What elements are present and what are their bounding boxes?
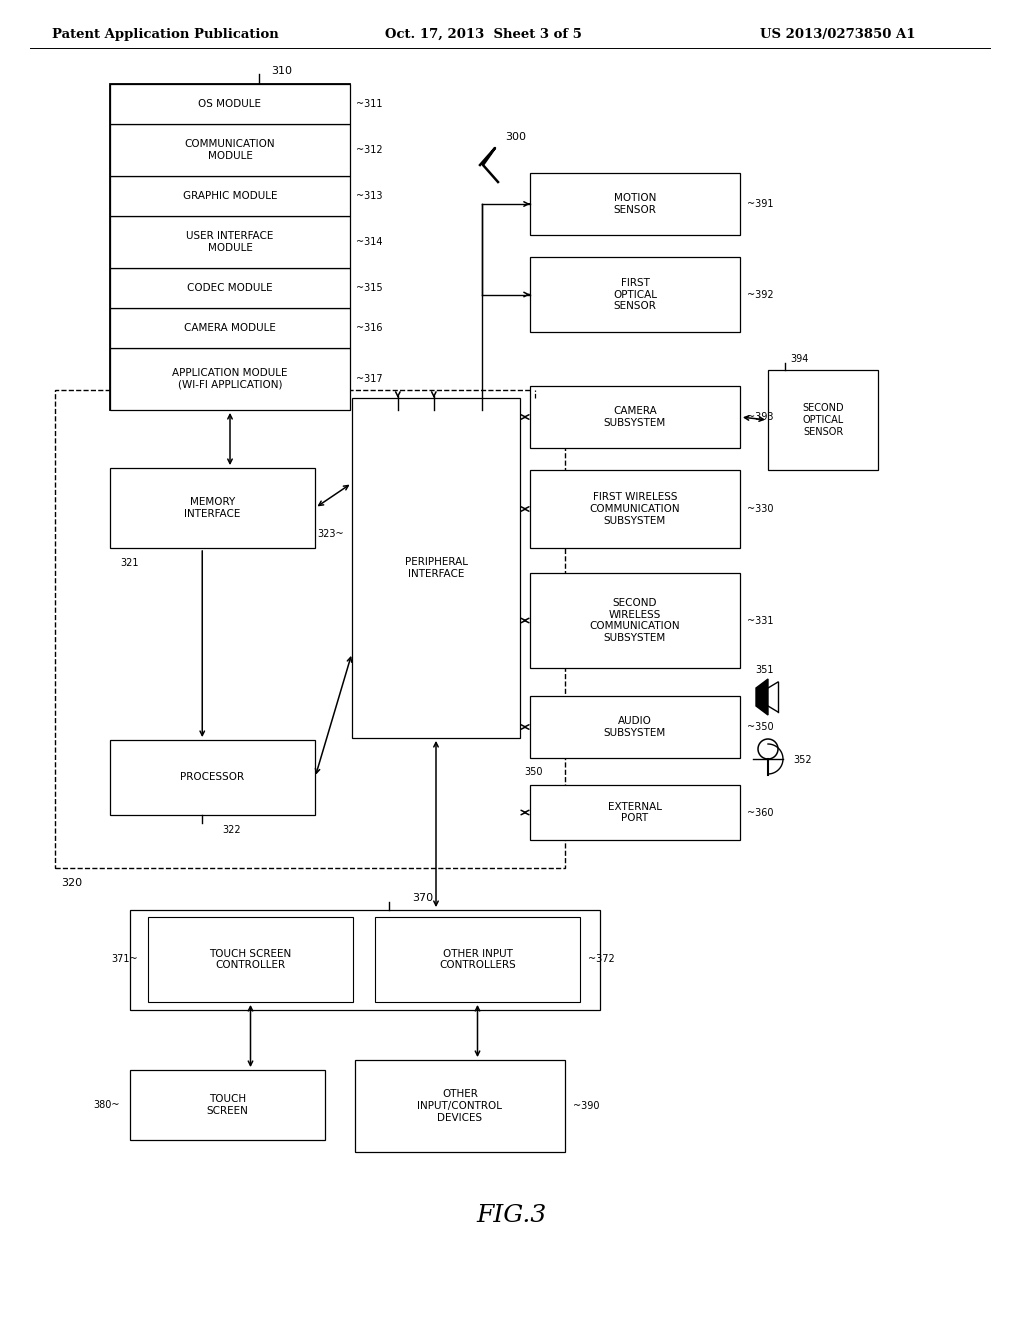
Text: 321: 321 (120, 558, 138, 568)
Text: 394: 394 (790, 354, 808, 364)
Text: OS MODULE: OS MODULE (199, 99, 261, 110)
Text: 351: 351 (756, 665, 774, 675)
Text: EXTERNAL
PORT: EXTERNAL PORT (608, 801, 662, 824)
Text: OTHER
INPUT/CONTROL
DEVICES: OTHER INPUT/CONTROL DEVICES (418, 1089, 503, 1122)
Text: CAMERA
SUBSYSTEM: CAMERA SUBSYSTEM (604, 407, 667, 428)
Text: 323~: 323~ (317, 529, 344, 539)
Text: ~331: ~331 (746, 615, 773, 626)
Text: 320: 320 (61, 878, 82, 888)
Text: FIRST WIRELESS
COMMUNICATION
SUBSYSTEM: FIRST WIRELESS COMMUNICATION SUBSYSTEM (590, 492, 680, 525)
Text: AUDIO
SUBSYSTEM: AUDIO SUBSYSTEM (604, 717, 667, 738)
Polygon shape (756, 678, 768, 715)
Text: FIRST
OPTICAL
SENSOR: FIRST OPTICAL SENSOR (613, 279, 657, 312)
Text: TOUCH
SCREEN: TOUCH SCREEN (207, 1094, 249, 1115)
Text: MEMORY
INTERFACE: MEMORY INTERFACE (184, 498, 241, 519)
FancyBboxPatch shape (530, 385, 740, 447)
Text: CODEC MODULE: CODEC MODULE (187, 282, 272, 293)
FancyBboxPatch shape (768, 370, 878, 470)
Text: ~314: ~314 (356, 238, 383, 247)
Text: PERIPHERAL
INTERFACE: PERIPHERAL INTERFACE (404, 557, 468, 578)
Text: 380~: 380~ (93, 1100, 120, 1110)
Text: ~372: ~372 (588, 954, 614, 965)
Text: 371~: 371~ (112, 954, 138, 965)
FancyBboxPatch shape (110, 348, 350, 411)
Text: CAMERA MODULE: CAMERA MODULE (184, 323, 275, 333)
FancyBboxPatch shape (130, 1071, 325, 1140)
Text: ~312: ~312 (356, 145, 383, 154)
FancyBboxPatch shape (530, 696, 740, 758)
Text: Oct. 17, 2013  Sheet 3 of 5: Oct. 17, 2013 Sheet 3 of 5 (385, 28, 582, 41)
Text: 310: 310 (270, 66, 292, 77)
Text: ~313: ~313 (356, 191, 383, 201)
FancyBboxPatch shape (530, 785, 740, 840)
Text: OTHER INPUT
CONTROLLERS: OTHER INPUT CONTROLLERS (439, 949, 516, 970)
FancyBboxPatch shape (110, 176, 350, 216)
FancyBboxPatch shape (530, 573, 740, 668)
FancyBboxPatch shape (530, 173, 740, 235)
Text: ~392: ~392 (746, 289, 773, 300)
Text: SECOND
WIRELESS
COMMUNICATION
SUBSYSTEM: SECOND WIRELESS COMMUNICATION SUBSYSTEM (590, 598, 680, 643)
Text: ~311: ~311 (356, 99, 383, 110)
FancyBboxPatch shape (375, 917, 580, 1002)
Text: APPLICATION MODULE
(WI-FI APPLICATION): APPLICATION MODULE (WI-FI APPLICATION) (172, 368, 288, 389)
Text: USER INTERFACE
MODULE: USER INTERFACE MODULE (186, 231, 273, 253)
Text: ~393: ~393 (746, 412, 773, 422)
Text: ~350: ~350 (746, 722, 773, 733)
Text: 322: 322 (223, 825, 242, 836)
FancyBboxPatch shape (148, 917, 353, 1002)
FancyBboxPatch shape (530, 257, 740, 333)
FancyBboxPatch shape (110, 741, 315, 814)
FancyBboxPatch shape (110, 124, 350, 176)
FancyBboxPatch shape (355, 1060, 565, 1152)
Text: Patent Application Publication: Patent Application Publication (52, 28, 279, 41)
Text: 300: 300 (505, 132, 526, 143)
Text: PROCESSOR: PROCESSOR (180, 772, 245, 783)
FancyBboxPatch shape (110, 469, 315, 548)
Text: ~330: ~330 (746, 504, 773, 513)
FancyBboxPatch shape (352, 399, 520, 738)
Text: 370: 370 (412, 894, 433, 903)
Text: US 2013/0273850 A1: US 2013/0273850 A1 (760, 28, 915, 41)
Text: ~316: ~316 (356, 323, 383, 333)
Text: GRAPHIC MODULE: GRAPHIC MODULE (182, 191, 278, 201)
Text: ~315: ~315 (356, 282, 383, 293)
Text: ~391: ~391 (746, 199, 773, 209)
FancyBboxPatch shape (130, 909, 600, 1010)
FancyBboxPatch shape (110, 216, 350, 268)
Text: COMMUNICATION
MODULE: COMMUNICATION MODULE (184, 139, 275, 161)
FancyBboxPatch shape (110, 84, 350, 411)
FancyBboxPatch shape (110, 308, 350, 348)
Text: MOTION
SENSOR: MOTION SENSOR (613, 193, 656, 215)
Text: FIG.3: FIG.3 (477, 1204, 547, 1226)
FancyBboxPatch shape (110, 268, 350, 308)
Text: 352: 352 (793, 755, 812, 766)
Text: TOUCH SCREEN
CONTROLLER: TOUCH SCREEN CONTROLLER (209, 949, 292, 970)
Text: 350: 350 (524, 767, 543, 777)
Text: ~360: ~360 (746, 808, 773, 817)
FancyBboxPatch shape (110, 84, 350, 124)
Text: SECOND
OPTICAL
SENSOR: SECOND OPTICAL SENSOR (802, 404, 844, 437)
Text: ~390: ~390 (573, 1101, 599, 1111)
Text: ~317: ~317 (356, 374, 383, 384)
FancyBboxPatch shape (530, 470, 740, 548)
